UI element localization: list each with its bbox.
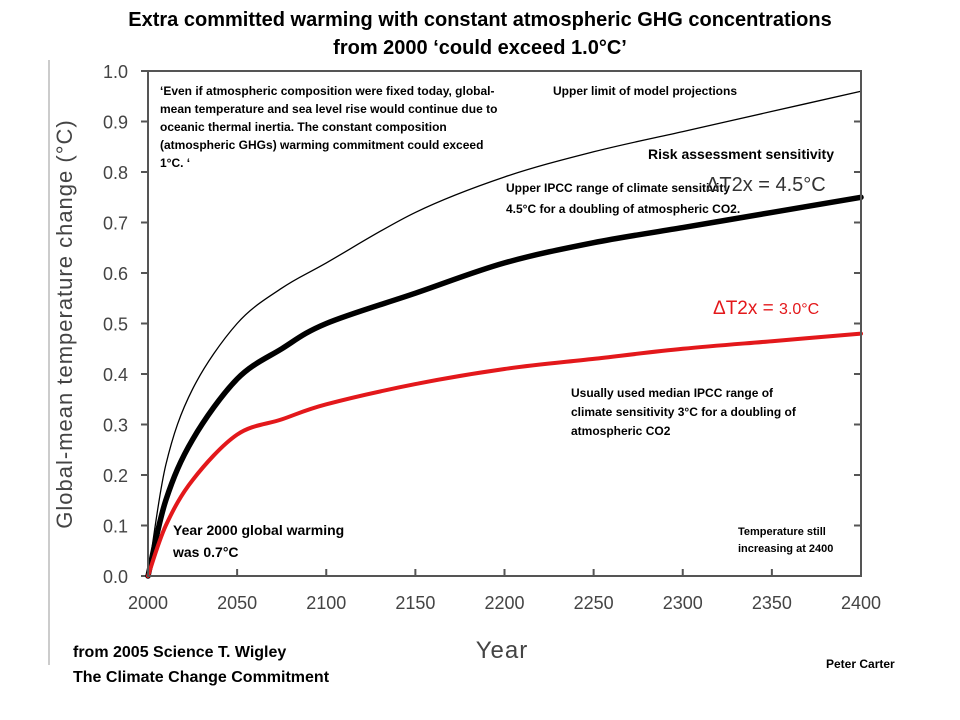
year-2000-label: Year 2000 global warming was 0.7°C: [173, 522, 345, 560]
y-axis-label: Global-mean temperature change (°C): [52, 119, 77, 528]
dt-45-label: ΔT2x = 4.5°C: [706, 174, 826, 196]
chart-title-line1: Extra committed warming with constant at…: [128, 9, 832, 31]
y-tick-label: 0.4: [103, 365, 128, 385]
source-line1: from 2005 Science T. Wigley: [73, 644, 287, 661]
y-tick-label: 0.5: [103, 315, 128, 335]
series-line-1: [147, 90, 862, 577]
x-tick-label: 2000: [128, 593, 168, 613]
still-increasing-label: Temperature still increasing at 2400: [738, 526, 834, 555]
y-tick-label: 1.0: [103, 62, 128, 82]
y-tick-label: 0.7: [103, 214, 128, 234]
x-tick-label: 2350: [752, 593, 792, 613]
y-tick-label: 0.9: [103, 113, 128, 133]
y-tick-label: 0.8: [103, 163, 128, 183]
plot-frame: [147, 70, 862, 577]
quote-annotation: ‘Even if atmospheric composition were fi…: [160, 84, 498, 170]
dt-30-prefix: ΔT2x =: [713, 298, 780, 319]
median-ipcc-label: Usually used median IPCC range of climat…: [571, 386, 796, 438]
dt-30-label: ΔT2x = 3.0°C: [713, 298, 819, 321]
x-tick-label: 2050: [217, 593, 257, 613]
x-tick-label: 2250: [574, 593, 614, 613]
upper-ipcc-label: Upper IPCC range of climate sensitivity …: [506, 181, 741, 216]
x-tick-label: 2100: [306, 593, 346, 613]
y-tick-label: 0.1: [103, 517, 128, 537]
source-line2: The Climate Change Commitment: [73, 669, 330, 686]
author-label: Peter Carter: [826, 657, 895, 671]
dt-30-value: 3.0°C: [779, 301, 820, 318]
risk-sensitivity-label: Risk assessment sensitivity: [648, 146, 834, 162]
y-tick-label: 0.3: [103, 416, 128, 436]
x-tick-label: 2300: [663, 593, 703, 613]
chart-title-line2: from 2000 ‘could exceed 1.0°C’: [333, 37, 627, 59]
x-tick-label: 2150: [395, 593, 435, 613]
upper-limit-label: Upper limit of model projections: [553, 84, 738, 98]
x-tick-label: 2200: [484, 593, 524, 613]
x-axis-label: Year: [476, 637, 529, 664]
series-line-2: [145, 194, 864, 579]
y-tick-label: 0.6: [103, 264, 128, 284]
y-tick-label: 0.0: [103, 567, 128, 587]
x-tick-label: 2400: [841, 593, 881, 613]
series-line-3: [146, 331, 863, 578]
y-tick-label: 0.2: [103, 466, 128, 486]
